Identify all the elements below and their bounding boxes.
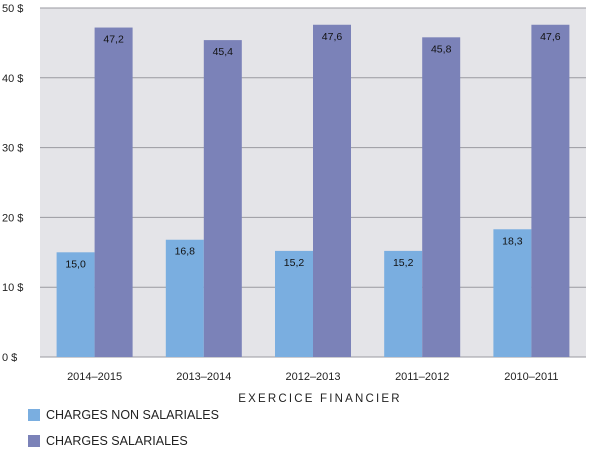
legend: CHARGES NON SALARIALES CHARGES SALARIALE… bbox=[28, 404, 219, 452]
bar-salary-2 bbox=[313, 24, 351, 357]
bar-value-label: 45,4 bbox=[213, 46, 234, 58]
bar-non-salary-1 bbox=[165, 239, 204, 357]
bar-non-salary-3 bbox=[384, 250, 423, 357]
legend-item-non-salary: CHARGES NON SALARIALES bbox=[28, 404, 219, 426]
bar-value-label: 45,8 bbox=[431, 43, 452, 55]
y-tick-label: 30 $ bbox=[2, 143, 23, 155]
x-tick-label: 2011–2012 bbox=[395, 371, 449, 383]
bar-value-label: 18,3 bbox=[502, 235, 523, 247]
x-tick-label: 2014–2015 bbox=[67, 371, 122, 383]
bar-salary-1 bbox=[203, 40, 242, 357]
bar-non-salary-2 bbox=[275, 250, 313, 357]
legend-swatch-non-salary bbox=[28, 409, 40, 421]
y-tick-label: 0 $ bbox=[2, 352, 17, 364]
legend-label-salary: CHARGES SALARIALES bbox=[46, 434, 188, 448]
x-axis-title: EXERCICE FINANCIER bbox=[238, 393, 402, 405]
bars bbox=[56, 24, 570, 357]
y-tick-label: 40 $ bbox=[2, 73, 23, 85]
bar-salary-3 bbox=[422, 37, 461, 357]
bar-value-label: 15,2 bbox=[393, 257, 414, 269]
bar-value-label: 47,6 bbox=[322, 31, 343, 43]
bar-salary-4 bbox=[531, 24, 570, 357]
bar-salary-0 bbox=[94, 27, 133, 357]
x-tick-label: 2010–2011 bbox=[504, 371, 558, 383]
y-tick-label: 20 $ bbox=[2, 212, 23, 224]
legend-swatch-salary bbox=[28, 435, 40, 447]
y-tick-label: 10 $ bbox=[2, 282, 23, 294]
bar-non-salary-0 bbox=[56, 252, 95, 357]
bar-non-salary-4 bbox=[493, 229, 532, 357]
x-tick-label: 2013–2014 bbox=[176, 371, 231, 383]
y-tick-label: 50 $ bbox=[2, 3, 23, 15]
bar-value-label: 15,2 bbox=[284, 257, 305, 269]
y-axis-ticks: 0 $ 10 $ 20 $ 30 $ 40 $ 50 $ bbox=[2, 3, 23, 364]
x-axis-ticks: 2014–2015 2013–2014 2012–2013 2011–2012 2010… bbox=[67, 371, 558, 383]
bar-value-label: 47,2 bbox=[103, 34, 124, 46]
bar-value-label: 16,8 bbox=[175, 246, 196, 258]
bar-value-labels: 15,0 47,2 16,8 45,4 15,2 47,6 15,2 45,8 18,3 47,6 bbox=[65, 31, 560, 271]
legend-item-salary: CHARGES SALARIALES bbox=[28, 430, 219, 452]
legend-label-non-salary: CHARGES NON SALARIALES bbox=[46, 408, 219, 422]
x-tick-label: 2012–2013 bbox=[285, 371, 340, 383]
bar-value-label: 47,6 bbox=[540, 31, 561, 43]
bar-value-label: 15,0 bbox=[65, 258, 86, 270]
